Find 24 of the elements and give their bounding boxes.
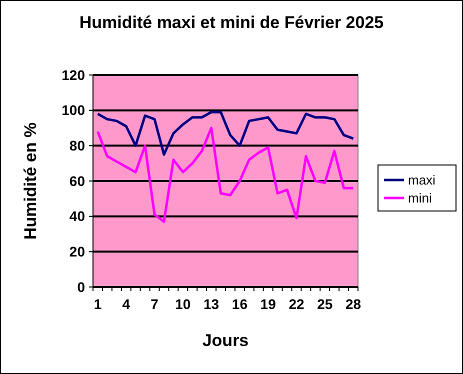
x-tick-label: 7: [150, 296, 159, 312]
y-tick-label: 100: [62, 102, 86, 118]
y-tick-label: 40: [69, 208, 86, 224]
x-tick-label: 19: [260, 296, 276, 312]
x-tick-label: 16: [232, 296, 248, 312]
x-tick-label: 28: [345, 296, 362, 312]
x-tick-label: 22: [288, 296, 304, 312]
chart-title: Humidité maxi et mini de Février 2025: [79, 13, 384, 32]
x-tick-label: 10: [175, 296, 191, 312]
y-tick-label: 120: [62, 66, 86, 83]
line-series: [96, 126, 355, 223]
y-axis-title: Humidité en %: [21, 122, 40, 240]
legend-label: mini: [408, 190, 432, 206]
x-tick-label: 25: [317, 296, 333, 312]
x-axis-title: Jours: [202, 331, 249, 350]
y-tick-label: 20: [69, 244, 86, 260]
legend-label: maxi: [408, 172, 436, 188]
y-tick-label: 80: [69, 138, 86, 154]
x-tick-label: 1: [94, 296, 102, 312]
line-series: [96, 110, 355, 156]
y-tick-label: 60: [69, 172, 86, 189]
y-tick-label: 0: [77, 278, 86, 295]
x-tick-label: 4: [122, 296, 130, 312]
x-tick-label: 13: [204, 296, 220, 312]
